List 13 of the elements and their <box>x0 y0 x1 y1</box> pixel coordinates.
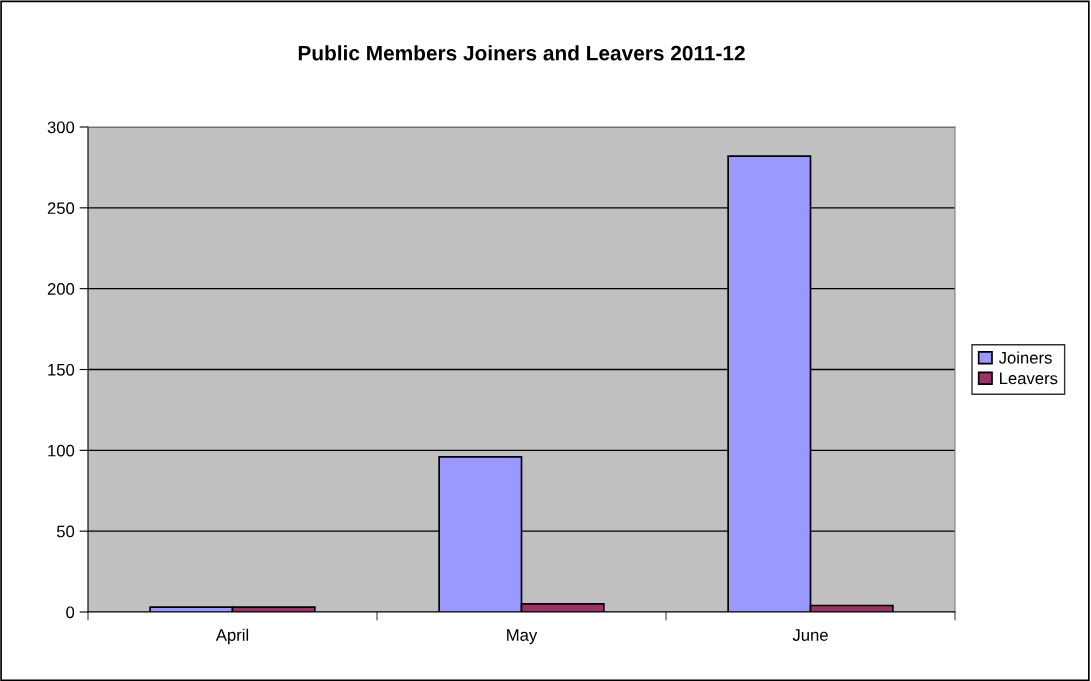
y-tick-label: 0 <box>66 606 75 619</box>
y-tick-label: 150 <box>48 363 75 376</box>
x-tick-label: April <box>215 628 249 645</box>
y-tick-label: 100 <box>48 444 75 457</box>
y-tick-label: 250 <box>47 202 75 215</box>
y-tick-label: 300 <box>47 121 75 134</box>
legend-label: Leavers <box>1000 372 1058 385</box>
legend-label: Joiners <box>998 351 1052 364</box>
y-tick-label: 50 <box>56 525 75 538</box>
y-tick-label: 200 <box>47 283 75 295</box>
x-tick-label: June <box>792 629 828 641</box>
chart-title: Public Members Joiners and Leavers 2011-12 <box>298 45 745 61</box>
x-tick-label: May <box>507 629 538 645</box>
